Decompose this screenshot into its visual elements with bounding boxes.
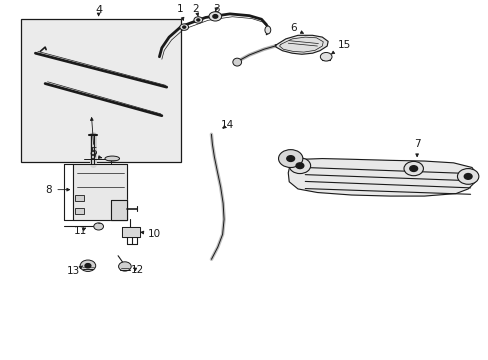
Circle shape: [212, 15, 217, 18]
Circle shape: [208, 12, 221, 21]
Circle shape: [183, 26, 185, 28]
Circle shape: [288, 158, 310, 174]
Ellipse shape: [264, 26, 270, 34]
Circle shape: [85, 264, 91, 268]
Text: 1: 1: [177, 4, 183, 20]
Text: 3: 3: [213, 4, 219, 14]
Text: 8: 8: [46, 185, 69, 195]
Circle shape: [286, 156, 294, 161]
Circle shape: [118, 262, 131, 271]
Polygon shape: [73, 164, 126, 220]
Text: 9: 9: [89, 151, 102, 161]
Polygon shape: [111, 200, 126, 220]
Circle shape: [194, 17, 202, 23]
Polygon shape: [122, 227, 140, 237]
Ellipse shape: [105, 156, 119, 161]
Text: 14: 14: [221, 120, 234, 130]
Circle shape: [409, 166, 417, 171]
Polygon shape: [275, 35, 327, 54]
Text: 10: 10: [141, 229, 161, 239]
Text: 15: 15: [331, 40, 350, 54]
Text: 5: 5: [90, 147, 97, 157]
Circle shape: [94, 223, 103, 230]
Text: 4: 4: [95, 5, 102, 15]
Circle shape: [320, 53, 331, 61]
Text: 11: 11: [73, 226, 86, 236]
Text: 13: 13: [66, 266, 82, 276]
Circle shape: [295, 163, 303, 168]
Text: 7: 7: [413, 139, 420, 157]
Circle shape: [278, 150, 302, 167]
Bar: [21, 19, 181, 162]
Text: 6: 6: [289, 23, 303, 33]
Bar: [75, 207, 84, 214]
Circle shape: [403, 161, 423, 176]
Circle shape: [197, 19, 200, 21]
Ellipse shape: [232, 58, 241, 66]
Polygon shape: [287, 158, 476, 196]
Text: 12: 12: [131, 265, 144, 275]
Circle shape: [180, 24, 188, 30]
Circle shape: [80, 260, 96, 271]
Circle shape: [457, 168, 478, 184]
Text: 2: 2: [192, 4, 199, 16]
Circle shape: [463, 174, 471, 179]
Bar: [75, 195, 84, 202]
